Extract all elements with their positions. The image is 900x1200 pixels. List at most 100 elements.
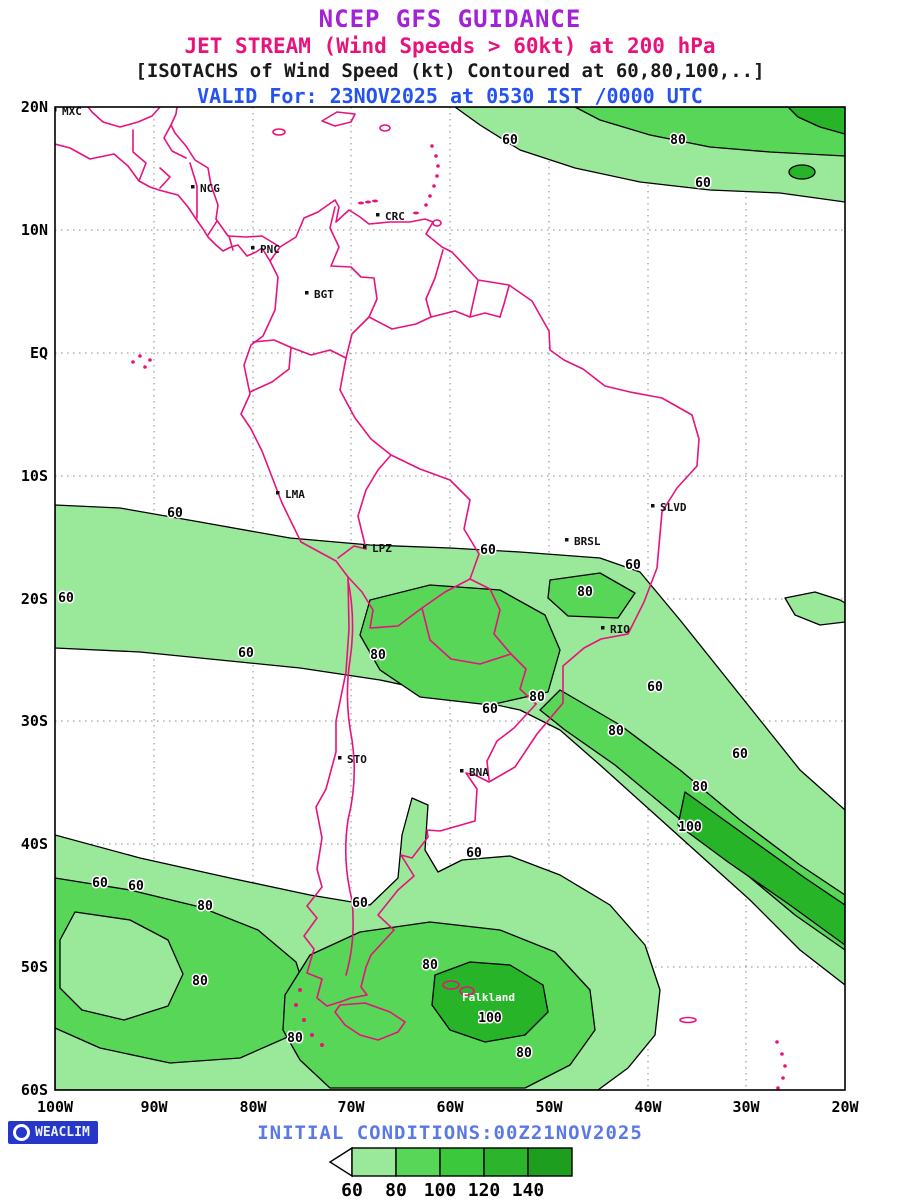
isotach-100-region-northeast	[787, 107, 845, 135]
city-label-bgt: BGT	[314, 288, 334, 301]
city-label-slvd: SLVD	[660, 501, 687, 514]
small-islands	[131, 124, 787, 1090]
city-marker	[305, 291, 309, 295]
border-mexico-guatemala	[132, 129, 147, 182]
contour-label-80: 80	[192, 974, 208, 989]
city-label-pnc: PNC	[260, 243, 280, 256]
island-south-sandwich-dot	[780, 1052, 784, 1056]
city-marker	[565, 538, 569, 542]
lat-tick-label: 10N	[21, 221, 48, 239]
city-marker	[460, 769, 464, 773]
legend-swatch-80	[395, 1147, 441, 1177]
weaclim-ring-icon	[13, 1124, 30, 1141]
island-south-sandwich-dot	[781, 1076, 785, 1080]
isotach-100-blob-northeast	[788, 164, 816, 180]
border-chile-argentina	[344, 579, 356, 976]
legend-value-100: 100	[424, 1180, 457, 1200]
city-label-brsl: BRSL	[574, 535, 601, 548]
legend-swatch-140	[527, 1147, 573, 1177]
map-frame	[54, 106, 846, 1091]
lon-tick-label: 70W	[337, 1098, 365, 1116]
title-valid-time: VALID For: 23NOV2025 at 0530 IST /0000 U…	[197, 84, 703, 108]
island-falkland-west	[442, 980, 460, 990]
island-south-georgia	[679, 1016, 697, 1024]
border-suriname-frguiana	[499, 285, 510, 318]
island-puerto-rico	[379, 124, 391, 132]
island-galapagos-dot	[143, 365, 147, 369]
island-fjord-dot	[320, 1043, 324, 1047]
border-brazil-bolivia	[390, 454, 480, 580]
city-marker	[276, 491, 280, 495]
island-tierra-del-fuego	[334, 1002, 406, 1041]
city-label-mxc: MXC	[62, 105, 82, 118]
border-colombia-brazil	[345, 316, 370, 359]
contour-label-100: 100	[678, 820, 702, 835]
island-antilles-dot	[434, 154, 438, 158]
latitude-axis: 20N 10N EQ 10S 20S 30S 40S 50S 60S	[21, 98, 48, 1099]
contour-label-60: 60	[732, 747, 748, 762]
island-hispaniola	[321, 111, 356, 127]
island-margarita	[413, 211, 419, 215]
longitude-axis: 100W 90W 80W 70W 60W 50W 40W 30W 20W	[37, 1098, 860, 1116]
isotach-80-region-rio	[547, 572, 636, 619]
island-galapagos-dot	[138, 354, 142, 358]
border-nicaragua-costarica	[207, 220, 218, 236]
lat-tick-label: 60S	[21, 1081, 48, 1099]
contour-label-60: 60	[58, 591, 74, 606]
border-honduras-elsalvador	[159, 167, 171, 189]
island-antilles-dot	[436, 164, 440, 168]
contour-label-60: 60	[167, 506, 183, 521]
isotach-100-core-falkland	[431, 961, 549, 1043]
contour-label-80: 80	[516, 1046, 532, 1061]
lon-tick-label: 20W	[831, 1098, 859, 1116]
city-marker	[363, 545, 367, 549]
legend-swatch-60	[351, 1147, 397, 1177]
contour-label-60: 60	[352, 896, 368, 911]
lat-tick-label: 20N	[21, 98, 48, 116]
legend-value-120: 120	[468, 1180, 501, 1200]
city-label-lma: LMA	[285, 488, 305, 501]
city-marker	[601, 626, 605, 630]
island-fjord-dot	[298, 988, 302, 992]
legend-arrow	[328, 1146, 353, 1178]
border-colombia-ecuador	[252, 339, 291, 348]
border-guyana-venezuela	[425, 249, 444, 318]
island-south-sandwich-dot	[783, 1064, 787, 1068]
contour-label-60: 60	[502, 133, 518, 148]
contour-label-80: 80	[287, 1031, 303, 1046]
title-product: JET STREAM (Wind Speeds > 60kt) at 200 h…	[184, 34, 716, 58]
lon-tick-label: 60W	[436, 1098, 464, 1116]
contour-label-60: 60	[482, 702, 498, 717]
island-south-sandwich-dot	[775, 1040, 779, 1044]
island-fjord-dot	[310, 1033, 314, 1037]
contour-label-60: 60	[92, 876, 108, 891]
border-guyana-suriname	[469, 280, 479, 318]
lon-tick-label: 40W	[634, 1098, 662, 1116]
border-argentina-brazil	[510, 653, 537, 705]
border-paraguay-brazil	[469, 578, 512, 655]
legend-value-80: 80	[385, 1180, 407, 1200]
contour-label-100: 100	[478, 1011, 502, 1026]
isotach-60-region-central	[55, 504, 845, 986]
lon-tick-label: 80W	[239, 1098, 267, 1116]
map-content: MXC NCG CRC PNC BGT LMA LPZ BRSL SLVD RIO STO BNA Fa…	[55, 105, 845, 1090]
border-honduras-nicaragua	[189, 162, 198, 219]
border-colombia-peru	[289, 346, 347, 359]
border-belize	[163, 124, 187, 159]
legend-value-60: 60	[341, 1180, 363, 1200]
color-legend: 60 80 100 120 140	[328, 1146, 573, 1200]
contour-label-80: 80	[670, 133, 686, 148]
city-label-crc: CRC	[385, 210, 405, 223]
city-label-lpz: LPZ	[372, 542, 392, 555]
lat-tick-label: EQ	[30, 344, 48, 362]
legend-swatch-100	[439, 1147, 485, 1177]
island-antilles-dot	[430, 144, 434, 148]
legend-swatch-120	[483, 1147, 529, 1177]
contour-label-80: 80	[370, 648, 386, 663]
coastlines	[55, 107, 700, 1041]
border-ecuador-peru	[249, 347, 292, 393]
contour-label-60: 60	[128, 879, 144, 894]
contour-label-80: 80	[422, 958, 438, 973]
lat-tick-label: 30S	[21, 712, 48, 730]
